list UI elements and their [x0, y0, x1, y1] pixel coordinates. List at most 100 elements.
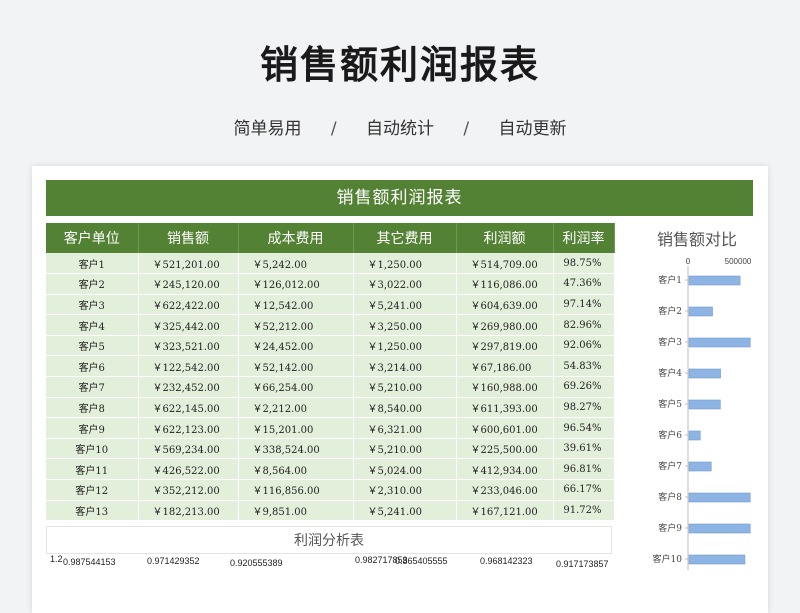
cell-profit: ￥611,393.00: [456, 397, 554, 419]
cell-other-fees: ￥1,250.00: [353, 253, 457, 275]
cell-other-fees: ￥8,540.00: [353, 397, 457, 419]
cell-other-fees: ￥5,210.00: [353, 376, 457, 398]
table-row: 客户2 ￥245,120.00 ￥126,012.00 ￥3,022.00 ￥116,0…: [46, 273, 615, 295]
header-other-fees: 其它费用: [353, 223, 457, 253]
cell-sales: ￥352,212.00: [138, 479, 239, 501]
table-row: 客户11 ￥426,522.00 ￥8,564.00 ￥5,024.00 ￥412,93…: [46, 458, 615, 481]
cell-cost: ￥66,254.00: [238, 376, 354, 398]
cell-other-fees: ￥3,250.00: [353, 314, 457, 336]
cell-profit-rate: 54.83%: [553, 355, 615, 378]
cell-customer: 客户11: [46, 458, 139, 481]
cell-profit: ￥412,934.00: [456, 458, 554, 481]
profit-axis-label: 1.2: [50, 554, 63, 564]
table-row: 客户8 ￥622,145.00 ￥2,212.00 ￥8,540.00 ￥611,393…: [46, 397, 615, 419]
cell-customer: 客户1: [46, 253, 139, 275]
cell-other-fees: ￥5,241.00: [353, 500, 457, 522]
cell-customer: 客户13: [46, 500, 139, 522]
cell-cost: ￥5,242.00: [238, 253, 354, 275]
feature-easy: 简单易用: [233, 119, 302, 139]
cell-sales: ￥122,542.00: [138, 355, 239, 378]
profit-value: 0.865405555: [395, 556, 448, 566]
sheet-banner: 销售额利润报表: [46, 180, 753, 216]
cell-customer: 客户3: [46, 294, 139, 316]
cell-customer: 客户7: [46, 376, 139, 398]
feature-auto-update: 自动更新: [498, 119, 567, 139]
cell-cost: ￥15,201.00: [238, 417, 354, 439]
cell-customer: 客户9: [46, 417, 139, 439]
cell-profit-rate: 69.26%: [553, 376, 615, 398]
cell-cost: ￥12,542.00: [238, 294, 354, 316]
bar: [688, 430, 701, 441]
category-label: 客户8: [658, 491, 682, 503]
cell-customer: 客户6: [46, 355, 139, 378]
cell-cost: ￥52,212.00: [238, 314, 354, 336]
cell-sales: ￥323,521.00: [138, 335, 239, 357]
cell-profit: ￥67,186.00: [456, 355, 554, 378]
table-row: 客户7 ￥232,452.00 ￥66,254.00 ￥5,210.00 ￥160,98…: [46, 376, 615, 398]
cell-profit-rate: 98.27%: [553, 397, 615, 419]
cell-cost: ￥9,851.00: [238, 500, 354, 522]
cell-other-fees: ￥1,250.00: [353, 335, 457, 357]
cell-profit-rate: 92.06%: [553, 335, 615, 357]
cell-profit-rate: 66.17%: [553, 479, 615, 501]
header-profit: 利润额: [456, 223, 554, 253]
profit-analysis-labels: 1.2 0.987544153 0.971429352 0.920555389 …: [32, 554, 632, 584]
cell-customer: 客户8: [46, 397, 139, 419]
category-label: 客户3: [658, 336, 682, 348]
table-row: 客户6 ￥122,542.00 ￥52,142.00 ￥3,214.00 ￥67,186…: [46, 355, 615, 378]
bar: [688, 337, 751, 348]
cell-profit-rate: 47.36%: [553, 273, 615, 295]
cell-sales: ￥182,213.00: [138, 500, 239, 522]
category-label: 客户9: [658, 522, 682, 534]
sales-comparison-chart: 05000001000000客户1客户2客户3客户4客户5客户6客户7客户8客户…: [616, 218, 768, 570]
cell-sales: ￥426,522.00: [138, 458, 239, 481]
profit-value: 0.920555389: [230, 558, 283, 568]
header-profit-rate: 利润率: [553, 223, 615, 253]
bar: [688, 399, 721, 410]
table-row: 客户4 ￥325,442.00 ￥52,212.00 ￥3,250.00 ￥269,98…: [46, 314, 615, 336]
table-header-row: 客户单位 销售额 成本费用 其它费用 利润额 利润率: [46, 223, 615, 253]
profit-value: 0.982717853: [355, 555, 408, 565]
cell-other-fees: ￥3,214.00: [353, 355, 457, 378]
profit-value: 0.968142323: [480, 556, 533, 566]
cell-profit-rate: 96.54%: [553, 417, 615, 439]
cell-profit-rate: 91.72%: [553, 500, 615, 522]
cell-customer: 客户10: [46, 438, 139, 460]
bar: [688, 492, 751, 503]
profit-value: 0.917173857: [556, 559, 609, 569]
table-row: 客户13 ￥182,213.00 ￥9,851.00 ￥5,241.00 ￥167,12…: [46, 500, 615, 522]
x-tick-label: 500000: [725, 257, 752, 266]
cell-sales: ￥622,422.00: [138, 294, 239, 316]
cell-other-fees: ￥2,310.00: [353, 479, 457, 501]
cell-profit: ￥600,601.00: [456, 417, 554, 439]
cell-other-fees: ￥5,024.00: [353, 458, 457, 481]
category-label: 客户6: [658, 429, 682, 441]
cell-customer: 客户5: [46, 335, 139, 357]
cell-sales: ￥521,201.00: [138, 253, 239, 275]
cell-cost: ￥8,564.00: [238, 458, 354, 481]
category-label: 客户5: [658, 398, 682, 410]
bar: [688, 461, 712, 472]
cell-profit: ￥116,086.00: [456, 273, 554, 295]
cell-sales: ￥569,234.00: [138, 438, 239, 460]
profit-value: 0.987544153: [63, 557, 116, 567]
cell-profit: ￥167,121.00: [456, 500, 554, 522]
cell-profit: ￥297,819.00: [456, 335, 554, 357]
cell-profit: ￥269,980.00: [456, 314, 554, 336]
profit-value: 0.971429352: [147, 556, 200, 566]
cell-profit: ￥604,639.00: [456, 294, 554, 316]
sales-table: 客户单位 销售额 成本费用 其它费用 利润额 利润率 客户1 ￥521,201.0…: [46, 223, 615, 522]
cell-sales: ￥622,145.00: [138, 397, 239, 419]
separator: /: [463, 119, 470, 139]
bar: [688, 368, 721, 379]
cell-customer: 客户12: [46, 479, 139, 501]
cell-cost: ￥116,856.00: [238, 479, 354, 501]
cell-profit-rate: 98.75%: [553, 253, 615, 275]
cell-other-fees: ￥3,022.00: [353, 273, 457, 295]
cell-sales: ￥325,442.00: [138, 314, 239, 336]
cell-profit: ￥225,500.00: [456, 438, 554, 460]
category-label: 客户7: [658, 460, 682, 472]
table-row: 客户9 ￥622,123.00 ￥15,201.00 ￥6,321.00 ￥600,60…: [46, 417, 615, 439]
cell-other-fees: ￥6,321.00: [353, 417, 457, 439]
spreadsheet-preview: 销售额利润报表 客户单位 销售额 成本费用 其它费用 利润额 利润率 客户1 ￥5…: [32, 166, 768, 613]
